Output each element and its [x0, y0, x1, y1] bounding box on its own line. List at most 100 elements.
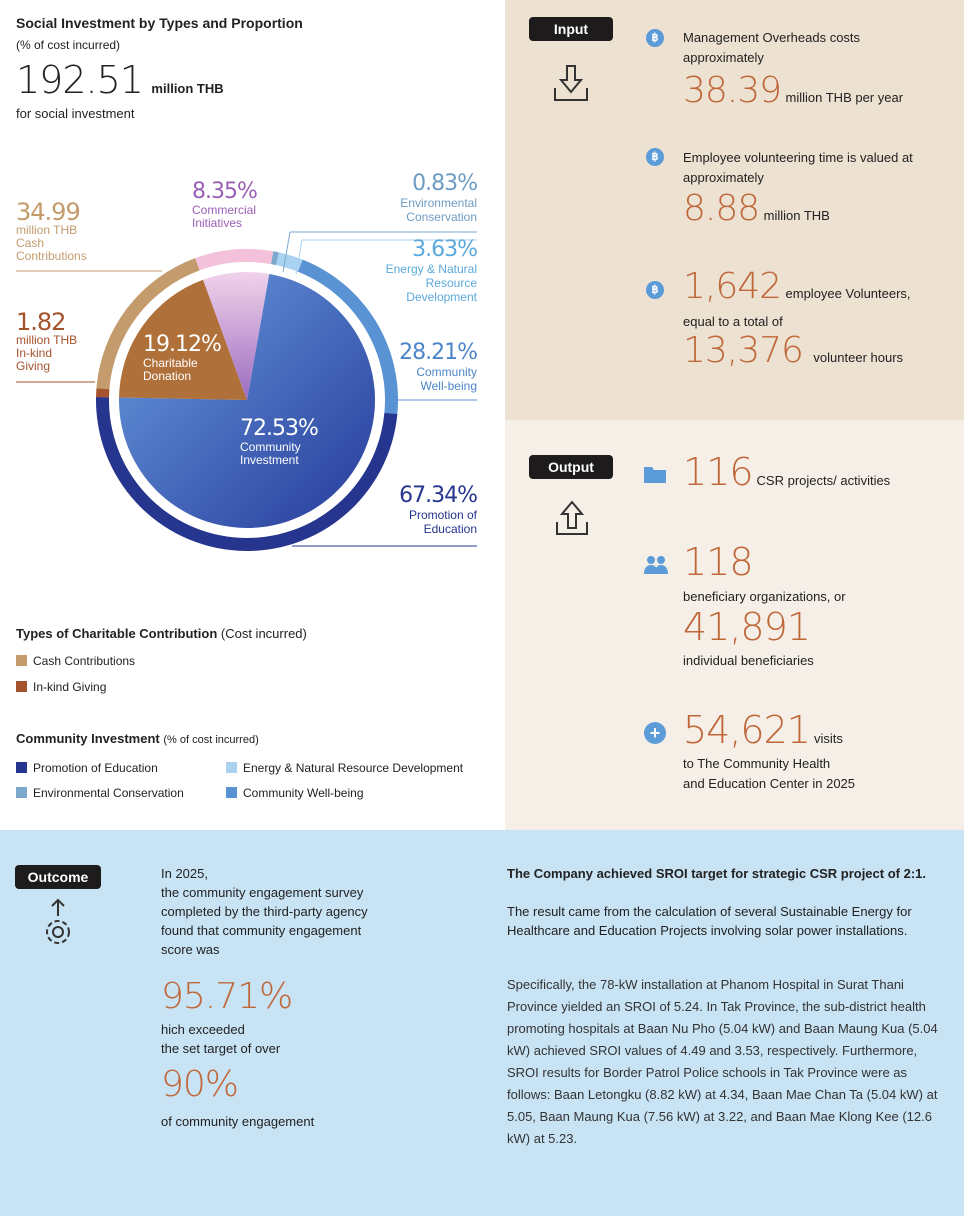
upload-tray-icon — [556, 500, 588, 535]
pie-slice-commercial-initiatives — [203, 272, 270, 400]
charitable-label: 19.12% Charitable Donation — [143, 333, 222, 383]
legend-swatch — [16, 787, 27, 798]
ci-name: Community Investment — [240, 440, 301, 467]
energy-label: 3.63% Energy & Natural Resource Developm… — [357, 237, 478, 305]
intro-line: completed by the third-party agency — [161, 904, 368, 919]
intro-line: In 2025, — [161, 866, 208, 881]
baht-coin-icon: ฿ — [646, 281, 664, 299]
ring-segment-cash-contributions — [96, 258, 200, 390]
visits-unit: visits — [813, 731, 843, 746]
visits-text-1: to The Community Health — [683, 756, 831, 771]
charitable-name: Charitable Donation — [143, 356, 198, 383]
legend-item-environment: Environmental Conservation — [16, 786, 184, 800]
outcome-badge: Outcome — [15, 865, 101, 889]
legend-item-energy: Energy & Natural Resource Development — [226, 761, 463, 775]
inkind-unit: million THB — [16, 333, 78, 347]
ring-segment-commercial-initiatives — [195, 249, 274, 271]
energy-pct: 3.63% — [412, 237, 478, 262]
volunteer-time-text: Employee volunteering time is valued at … — [683, 150, 913, 185]
download-tray-icon — [554, 65, 588, 101]
gear-arrow-icon — [46, 898, 70, 944]
chart-subtitle: (% of cost incurred) — [16, 38, 121, 52]
env-label: 0.83% Environmental Conservation — [357, 171, 478, 225]
sroi-subheading: The result came from the calculation of … — [507, 904, 912, 938]
visits-text-2: and Education Center in 2025 — [683, 776, 856, 791]
ring-segment-environmental-conservation — [270, 251, 279, 266]
legend-note: (% of cost incurred) — [163, 734, 259, 746]
output-badge: Output — [529, 455, 613, 479]
ci-legend-title: Community Investment (% of cost incurred… — [16, 731, 259, 746]
inkind-name: In-kind Giving — [16, 346, 53, 373]
legend-item-wellbeing: Community Well-being — [226, 786, 364, 800]
baht-coin-icon: ฿ — [646, 148, 664, 166]
energy-leader-line — [295, 239, 303, 275]
wellbeing-label: 28.21% Community Well-being — [387, 341, 478, 394]
total-value: 192.51 — [16, 58, 144, 102]
ring-segment-energy-natural-resource-development — [276, 252, 303, 272]
projects-value: 116 — [683, 450, 754, 494]
intro-line: score was — [161, 942, 220, 957]
legend-swatch — [226, 787, 237, 798]
legend-label: In-kind Giving — [33, 680, 107, 694]
edu-label: 67.34% Promotion of Education — [387, 483, 478, 537]
overhead-text: Management Overheads costs approximately — [683, 30, 861, 65]
orgs-value: 118 — [683, 540, 754, 584]
pie-slice-community-investment — [118, 273, 376, 528]
energy-name: Energy & Natural Resource Development — [385, 262, 477, 304]
cash-name: Cash Contributions — [16, 236, 87, 263]
ring-segment-community-well-being — [297, 259, 398, 414]
legend-item-cash: Cash Contributions — [16, 654, 135, 668]
volunteer-time-figure: 8.88 million THB — [683, 188, 830, 229]
engagement-target: 90% — [161, 1064, 239, 1105]
visits-value: 54,621 — [683, 708, 811, 752]
outcome-intro: In 2025, the community engagement survey… — [161, 864, 368, 959]
legend-label: Cash Contributions — [33, 654, 136, 668]
env-leader-line — [282, 231, 291, 273]
env-pct: 0.83% — [412, 171, 478, 196]
volunteers-figure: 1,642 employee Volunteers, — [683, 266, 911, 307]
pie-slice-charitable-donation — [119, 279, 247, 400]
baht-coin-icon: ฿ — [646, 29, 664, 47]
legend-title-text: Types of Charitable Contribution — [16, 626, 218, 641]
inkind-label: 1.82 million THB In-kind Giving — [16, 310, 77, 373]
edu-pct: 67.34% — [399, 483, 478, 508]
total-unit: million THB — [151, 81, 224, 96]
wellbeing-name: Community Well-being — [416, 365, 477, 393]
visits-figure: 54,621 visits — [683, 708, 843, 752]
cash-value: 34.99 — [16, 198, 81, 226]
hours-value: 13,376 — [683, 330, 804, 371]
legend-item-inkind: In-kind Giving — [16, 680, 106, 694]
volunteer-time-value: 8.88 — [683, 188, 760, 229]
projects-figure: 116 CSR projects/ activities — [683, 450, 890, 494]
intro-line: found that community engagement — [161, 923, 362, 938]
legend-swatch — [16, 655, 27, 666]
exceed-line: hich exceeded — [161, 1022, 245, 1037]
input-panel: Input ฿ Management Overheads costs appro… — [505, 0, 964, 420]
ci-pct: 72.53% — [240, 416, 319, 441]
intro-line: the community engagement survey — [161, 885, 364, 900]
donut-chart — [16, 231, 477, 551]
individuals-text: individual beneficiaries — [683, 653, 814, 668]
env-name: Environmental Conservation — [400, 196, 477, 224]
legend-swatch — [16, 681, 27, 692]
total-investment: 192.51 million THB — [16, 58, 224, 102]
legend-item-education: Promotion of Education — [16, 761, 158, 775]
legend-title-text: Community Investment — [16, 731, 160, 746]
hours-figure: 13,376 volunteer hours — [683, 330, 903, 371]
individuals-value: 41,891 — [683, 605, 811, 649]
volunteer-time-unit: million THB — [763, 208, 830, 223]
hours-unit: volunteer hours — [813, 350, 904, 365]
overhead-figure: 38.39 million THB per year — [683, 70, 903, 111]
ring-segment-in-kind-giving — [96, 388, 110, 398]
social-investment-panel: Social Investment by Types and Proportio… — [0, 0, 505, 830]
commercial-name: Commercial Initiatives — [192, 203, 257, 230]
legend-label: Energy & Natural Resource Development — [243, 761, 464, 775]
legend-label: Community Well-being — [243, 786, 364, 800]
exceed-line: the set target of over — [161, 1041, 281, 1056]
volunteers-value: 1,642 — [683, 266, 782, 307]
cash-label: 34.99 million THB Cash Contributions — [16, 200, 96, 263]
commercial-pct: 8.35% — [192, 179, 258, 204]
volunteers-unit: employee Volunteers, — [785, 286, 911, 301]
sroi-heading: The Company achieved SROI target for str… — [507, 866, 926, 881]
folder-icon — [644, 467, 666, 483]
